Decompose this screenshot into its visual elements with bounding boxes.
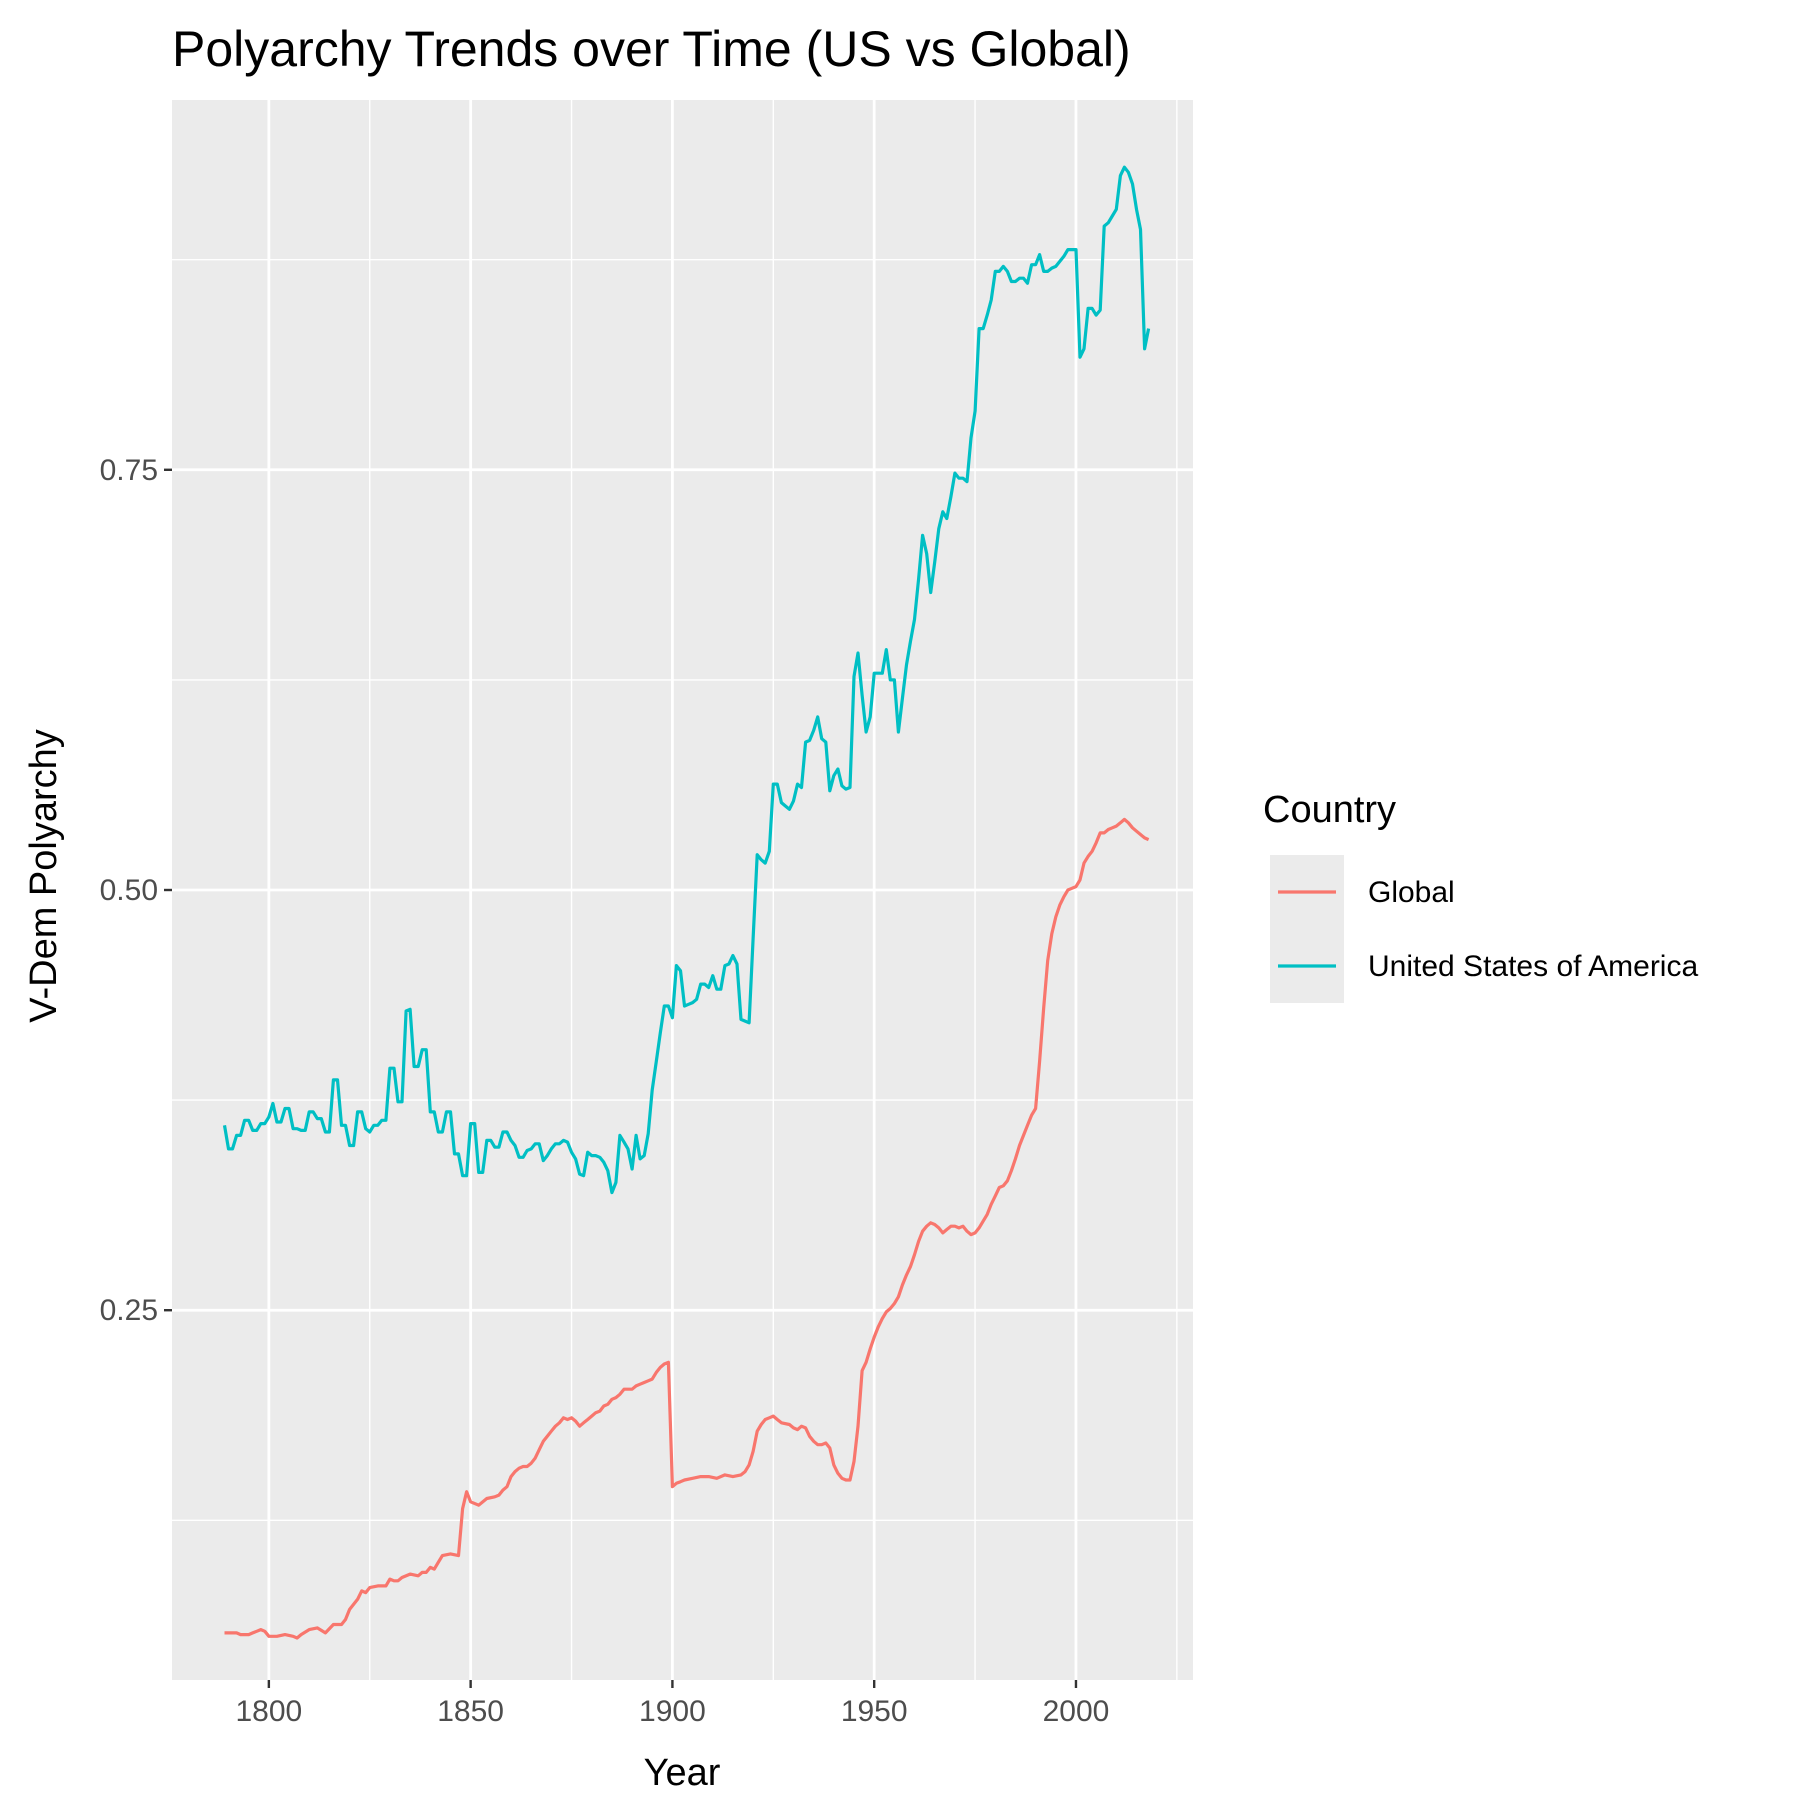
axes: 1800 1850 1900 1950 2000 0.25 0.50 0.75 xyxy=(100,454,1110,1728)
x-tick-label: 1900 xyxy=(639,1695,706,1728)
y-tick-label: 0.75 xyxy=(100,454,158,487)
x-tick-label: 1850 xyxy=(437,1695,504,1728)
y-axis-title: V-Dem Polyarchy xyxy=(23,729,65,1023)
legend-label: United States of America xyxy=(1368,950,1698,983)
y-tick-label: 0.25 xyxy=(100,1294,158,1327)
series-line-usa xyxy=(222,165,1151,1195)
x-tick-label: 2000 xyxy=(1043,1695,1110,1728)
x-axis-title: Year xyxy=(644,1752,721,1794)
legend: Country Global United States of America xyxy=(1263,789,1698,1003)
series-line-global xyxy=(224,817,1150,1640)
x-tick-label: 1800 xyxy=(235,1695,302,1728)
y-tick-label: 0.50 xyxy=(100,874,158,907)
plot-panel xyxy=(172,100,1193,1680)
legend-label: Global xyxy=(1368,876,1455,909)
x-tick-label: 1950 xyxy=(841,1695,908,1728)
chart-title: Polyarchy Trends over Time (US vs Global… xyxy=(172,21,1131,77)
legend-title: Country xyxy=(1263,789,1396,831)
